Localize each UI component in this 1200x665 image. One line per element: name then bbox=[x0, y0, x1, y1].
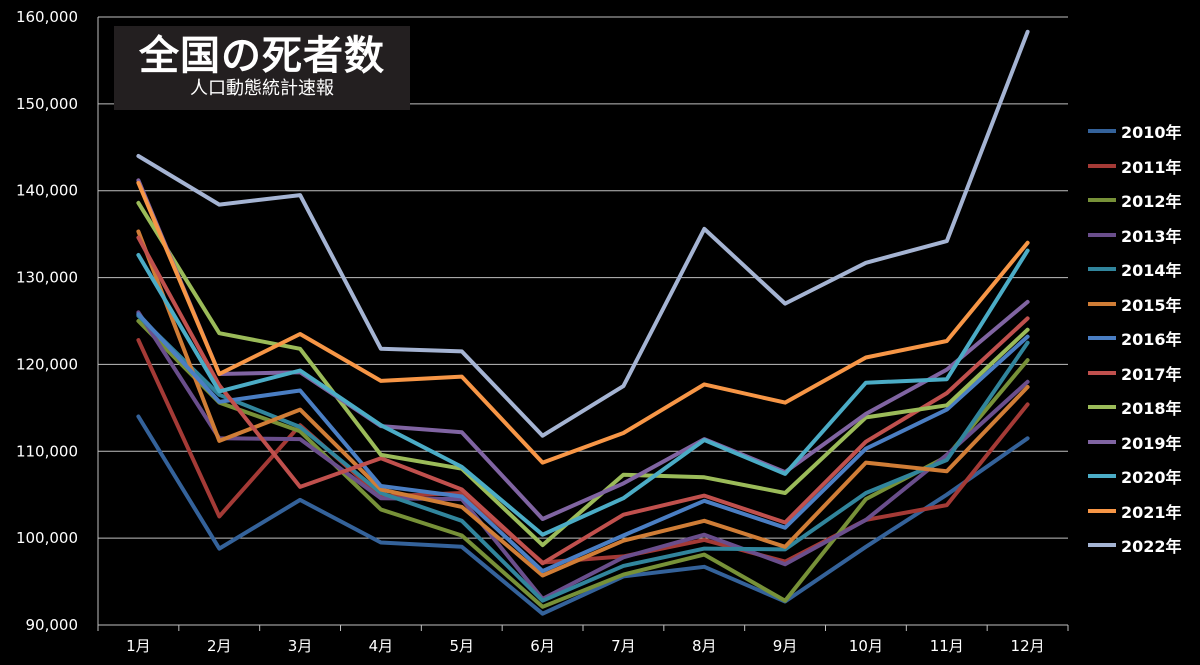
legend-label: 2019年 bbox=[1121, 433, 1182, 453]
series-line-2020年 bbox=[136, 248, 1030, 537]
y-tick-label: 130,000 bbox=[16, 269, 78, 287]
series-line-2010年 bbox=[136, 414, 1030, 616]
legend-item: 2016年 bbox=[1088, 321, 1200, 356]
legend-swatch bbox=[1088, 267, 1116, 272]
series-line-2015年 bbox=[136, 229, 1030, 578]
chart-title-box: 全国の死者数 人口動態統計速報 bbox=[114, 26, 410, 110]
y-tick-label: 120,000 bbox=[16, 355, 78, 373]
legend-swatch bbox=[1088, 370, 1116, 375]
legend-item: 2010年 bbox=[1088, 114, 1200, 149]
x-tick-label: 4月 bbox=[369, 637, 394, 655]
legend-item: 2015年 bbox=[1088, 287, 1200, 322]
legend-item: 2012年 bbox=[1088, 183, 1200, 218]
legend-label: 2013年 bbox=[1121, 226, 1182, 246]
chart-subtitle: 人口動態統計速報 bbox=[190, 78, 334, 99]
series-line-2017年 bbox=[136, 235, 1030, 566]
x-tick-label: 8月 bbox=[692, 637, 717, 655]
legend-label: 2020年 bbox=[1121, 468, 1182, 488]
legend-item: 2014年 bbox=[1088, 252, 1200, 287]
legend-item: 2022年 bbox=[1088, 528, 1200, 563]
series-lines bbox=[136, 29, 1030, 616]
x-tick-label: 5月 bbox=[449, 637, 474, 655]
y-tick-label: 160,000 bbox=[16, 8, 78, 26]
legend-swatch bbox=[1088, 405, 1116, 410]
series-line-2018年 bbox=[136, 200, 1030, 548]
x-tick-label: 10月 bbox=[849, 637, 883, 655]
series-line-2022年 bbox=[136, 29, 1030, 438]
chart-title: 全国の死者数 bbox=[139, 33, 385, 79]
x-tick-label: 3月 bbox=[288, 637, 313, 655]
y-tick-label: 90,000 bbox=[26, 616, 79, 634]
y-tick-label: 140,000 bbox=[16, 182, 78, 200]
legend-label: 2015年 bbox=[1121, 295, 1182, 315]
legend-swatch bbox=[1088, 232, 1116, 237]
legend-item: 2017年 bbox=[1088, 356, 1200, 391]
x-tick-label: 7月 bbox=[611, 637, 636, 655]
y-tick-label: 110,000 bbox=[16, 442, 78, 460]
legend-swatch bbox=[1088, 508, 1116, 513]
legend-label: 2010年 bbox=[1121, 123, 1182, 143]
series-line-2013年 bbox=[136, 310, 1030, 601]
legend-swatch bbox=[1088, 198, 1116, 203]
legend-item: 2013年 bbox=[1088, 218, 1200, 253]
legend-item: 2011年 bbox=[1088, 149, 1200, 184]
series-line-2016年 bbox=[136, 312, 1030, 574]
legend-item: 2021年 bbox=[1088, 494, 1200, 529]
series-line-2014年 bbox=[136, 313, 1030, 603]
x-tick-label: 11月 bbox=[930, 637, 964, 655]
legend-swatch bbox=[1088, 163, 1116, 168]
legend-label: 2011年 bbox=[1121, 157, 1182, 177]
legend-item: 2019年 bbox=[1088, 425, 1200, 460]
legend-label: 2017年 bbox=[1121, 364, 1182, 384]
legend-label: 2021年 bbox=[1121, 502, 1182, 522]
legend-label: 2018年 bbox=[1121, 399, 1182, 419]
x-tick-label: 12月 bbox=[1011, 637, 1045, 655]
legend-swatch bbox=[1088, 301, 1116, 306]
x-tick-label: 1月 bbox=[126, 637, 151, 655]
legend: 2010年 2011年 2012年 2013年 2014年 2015年 2016年 2017年… bbox=[1088, 114, 1200, 563]
x-tick-label: 6月 bbox=[530, 637, 555, 655]
legend-swatch bbox=[1088, 543, 1116, 548]
y-tick-label: 150,000 bbox=[16, 95, 78, 113]
x-axis-ticks: 1月 2月 3月 4月 5月 6月 7月 8月 9月 10月 11月 12月 bbox=[97, 625, 1069, 655]
legend-label: 2022年 bbox=[1121, 537, 1182, 557]
legend-label: 2012年 bbox=[1121, 192, 1182, 212]
legend-swatch bbox=[1088, 336, 1116, 341]
x-tick-label: 2月 bbox=[207, 637, 232, 655]
series-line-2012年 bbox=[136, 319, 1030, 609]
y-axis-ticks: 90,000 100,000 110,000 120,000 130,000 140,00… bbox=[16, 8, 78, 634]
legend-swatch bbox=[1088, 439, 1116, 444]
legend-item: 2018年 bbox=[1088, 390, 1200, 425]
series-line-2021年 bbox=[136, 180, 1030, 465]
x-tick-label: 9月 bbox=[773, 637, 798, 655]
legend-label: 2014年 bbox=[1121, 261, 1182, 281]
y-tick-label: 100,000 bbox=[16, 529, 78, 547]
legend-label: 2016年 bbox=[1121, 330, 1182, 350]
legend-swatch bbox=[1088, 474, 1116, 479]
legend-swatch bbox=[1088, 129, 1116, 134]
legend-item: 2020年 bbox=[1088, 459, 1200, 494]
